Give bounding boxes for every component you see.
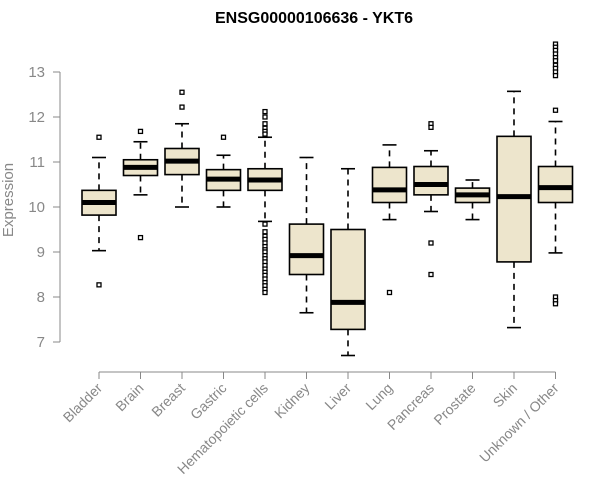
outlier-point (386, 289, 393, 296)
box-0 (81, 134, 117, 288)
box-2 (164, 89, 200, 208)
x-tick-label: Kidney (271, 380, 313, 422)
outlier-point (552, 72, 559, 79)
x-tick-label: Liver (321, 380, 354, 413)
outlier-point (179, 89, 185, 95)
box-8 (413, 121, 449, 278)
outlier-point (137, 128, 144, 135)
outlier-point (137, 234, 144, 241)
outlier-point (262, 221, 268, 227)
box-1 (122, 128, 159, 241)
box-10 (496, 90, 532, 329)
x-tick-label: Skin (490, 380, 521, 411)
outlier-point (552, 107, 559, 113)
outlier-point (262, 121, 268, 127)
outlier-point (262, 289, 268, 296)
iqr-box (413, 165, 449, 196)
chart-title: ENSG00000106636 - YKT6 (215, 10, 413, 27)
x-tick-label: Bladder (60, 380, 106, 426)
y-tick-label: 12 (28, 109, 45, 126)
y-tick-label: 10 (28, 199, 45, 216)
outlier-point (262, 108, 268, 115)
y-tick-label: 9 (37, 244, 45, 261)
outlier-point (262, 114, 268, 120)
box-11 (537, 41, 574, 307)
iqr-box (288, 223, 325, 276)
x-tick-label: Breast (148, 380, 188, 420)
outlier-point (552, 58, 559, 64)
outlier-point (428, 240, 434, 246)
outlier-point (262, 131, 268, 137)
outlier-point (552, 301, 559, 307)
iqr-box (371, 166, 408, 204)
box-4 (247, 108, 283, 296)
iqr-box (330, 228, 366, 331)
iqr-box (537, 165, 574, 204)
y-tick-label: 8 (37, 289, 45, 306)
boxes-group (81, 41, 574, 357)
box-5 (288, 156, 325, 314)
y-tick-label: 11 (29, 154, 45, 171)
x-tick-label: Brain (112, 380, 146, 414)
outlier-point (179, 104, 185, 110)
box-7 (371, 144, 408, 296)
outlier-point (428, 124, 434, 130)
x-tick-label: Lung (362, 380, 395, 413)
x-tick-label: Unknown / Other (476, 380, 562, 466)
box-9 (454, 179, 491, 221)
box-3 (205, 134, 242, 208)
x-tick-label: Prostate (430, 380, 478, 428)
y-axis: 7 8 9 10 11 12 13 (28, 64, 61, 351)
outlier-point (220, 134, 227, 140)
y-axis-label: Expression (0, 163, 17, 237)
outlier-point (96, 134, 102, 140)
y-tick-label: 13 (28, 64, 45, 81)
y-tick-label: 7 (37, 334, 45, 351)
outlier-point (428, 271, 434, 278)
outlier-point (96, 282, 102, 288)
box-6 (330, 167, 366, 357)
outlier-point (262, 229, 268, 235)
